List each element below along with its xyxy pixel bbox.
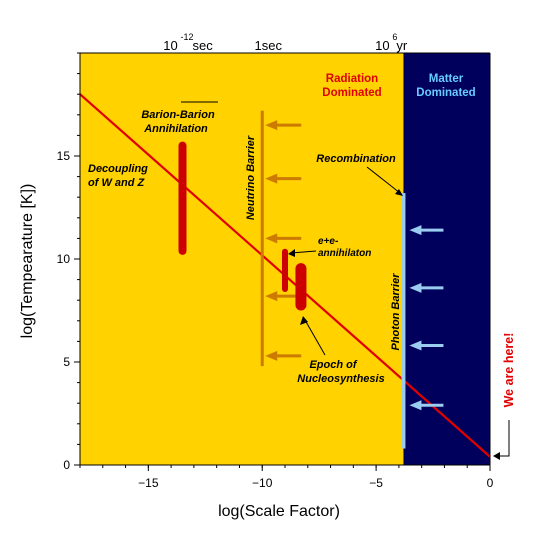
axes-layer: −15 −10 −5 0 0 5 10 15 log(Scale Factor) log(Temp… — [19, 32, 494, 520]
photon-barrier-arrow-2-head — [409, 340, 422, 351]
nucleosynthesis-label: Nucleosynthesis — [297, 373, 384, 385]
matter-dominated-label: Dominated — [416, 87, 475, 99]
top-axis-base: 10 — [163, 38, 177, 53]
ee-annihilation-label: annihilaton — [318, 248, 371, 259]
neutrino-barrier-arrow-4 — [265, 350, 302, 361]
photon-barrier-arrow-0 — [409, 225, 444, 236]
photon-barrier-arrow-3 — [409, 400, 444, 411]
we-are-here-pointer-line — [498, 420, 510, 457]
ee-pointer-head — [288, 249, 295, 257]
y-axis-label: log(Tempearature [K]) — [19, 184, 36, 339]
top-axis-base: 10 — [375, 38, 389, 53]
photon-barrier-arrow-3-head — [409, 400, 422, 411]
top-axis-label-1: 1sec — [254, 38, 282, 53]
region-0 — [80, 53, 404, 465]
x-tick-label: −5 — [369, 476, 383, 490]
matter-dominated-label: Matter — [429, 73, 464, 85]
neutrino-barrier-arrow-0-head — [265, 120, 278, 131]
top-axis-unit: yr — [396, 38, 408, 53]
photon-barrier-arrow-2 — [409, 340, 444, 351]
decoupling-label: Decoupling — [88, 163, 148, 175]
barion-annihilation-label: Barion-Barion — [141, 109, 215, 121]
top-axis-label-0: 10 -12 sec — [163, 32, 213, 53]
labels-layer: Radiation Dominated Matter Dominated Barion-… — [88, 73, 516, 460]
top-axis-unit: sec — [193, 38, 214, 53]
recombination-label: Recombination — [316, 153, 396, 165]
decoupling-label: of W and Z — [88, 177, 145, 189]
barion-annihilation-bar — [178, 141, 187, 255]
photon-barrier-arrow-0-head — [409, 225, 422, 236]
nucleo-pointer-head — [300, 316, 308, 325]
we-are-here-label: We are here! — [502, 333, 516, 408]
y-tick-label: 5 — [63, 355, 70, 369]
neutrino-barrier-arrow-4-head — [265, 350, 278, 361]
neutrino-barrier-arrow-2-head — [265, 233, 278, 244]
epochs-layer — [178, 141, 307, 311]
recombination-pointer-head — [395, 189, 403, 196]
region-1 — [403, 53, 490, 465]
neutrino-barrier-label: Neutrino Barrier — [245, 135, 257, 220]
ee-annihilation-bar — [282, 248, 288, 292]
recombination-pointer-line — [366, 166, 401, 194]
barriers-layer — [260, 110, 444, 449]
regions-layer — [80, 53, 490, 465]
neutrino-barrier-arrow-3-head — [265, 291, 278, 302]
top-axis-exponent: -12 — [181, 32, 194, 42]
photon-barrier-arrow-1-head — [409, 282, 422, 293]
ee-annihilation-label: e+e- — [318, 236, 339, 247]
x-tick-label: −10 — [252, 476, 273, 490]
neutrino-barrier-arrow-2 — [265, 233, 302, 244]
nucleo-pointer-line — [304, 319, 326, 356]
neutrino-barrier-line — [260, 110, 264, 367]
nucleosynthesis-bar — [295, 263, 307, 311]
y-tick-label: 0 — [63, 458, 70, 472]
photon-barrier-line — [401, 193, 406, 449]
y-tick-label: 15 — [57, 149, 71, 163]
neutrino-barrier-arrow-1 — [265, 173, 302, 184]
x-tick-label: 0 — [487, 476, 494, 490]
radiation-dominated-label: Dominated — [322, 87, 381, 99]
x-tick-label: −15 — [138, 476, 159, 490]
y-tick-label: 10 — [57, 252, 71, 266]
nucleosynthesis-label: Epoch of — [309, 359, 357, 371]
x-axis-label: log(Scale Factor) — [218, 503, 340, 520]
top-axis-exponent: 6 — [392, 32, 397, 42]
radiation-dominated-label: Radiation — [326, 73, 378, 85]
ee-pointer-line — [290, 250, 317, 254]
photon-barrier-arrow-1 — [409, 282, 444, 293]
neutrino-barrier-arrow-1-head — [265, 173, 278, 184]
photon-barrier-label: Photon Barrier — [390, 273, 402, 351]
barion-annihilation-label: Annihilation — [143, 123, 208, 135]
neutrino-barrier-arrow-0 — [265, 120, 302, 131]
we-are-here-pointer-head — [493, 452, 500, 460]
